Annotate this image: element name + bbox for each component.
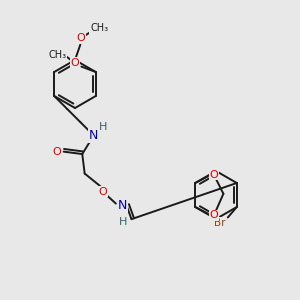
Text: H: H [99, 122, 107, 132]
Text: CH₃: CH₃ [48, 50, 66, 60]
Text: O: O [98, 187, 107, 196]
Text: Br: Br [214, 218, 225, 228]
Text: O: O [76, 33, 85, 43]
Text: O: O [70, 58, 79, 68]
Text: H: H [119, 217, 127, 227]
Text: O: O [209, 169, 218, 180]
Text: O: O [209, 210, 218, 220]
Text: CH₃: CH₃ [90, 23, 108, 33]
Text: O: O [53, 147, 62, 157]
Text: N: N [89, 129, 98, 142]
Text: N: N [118, 200, 127, 212]
